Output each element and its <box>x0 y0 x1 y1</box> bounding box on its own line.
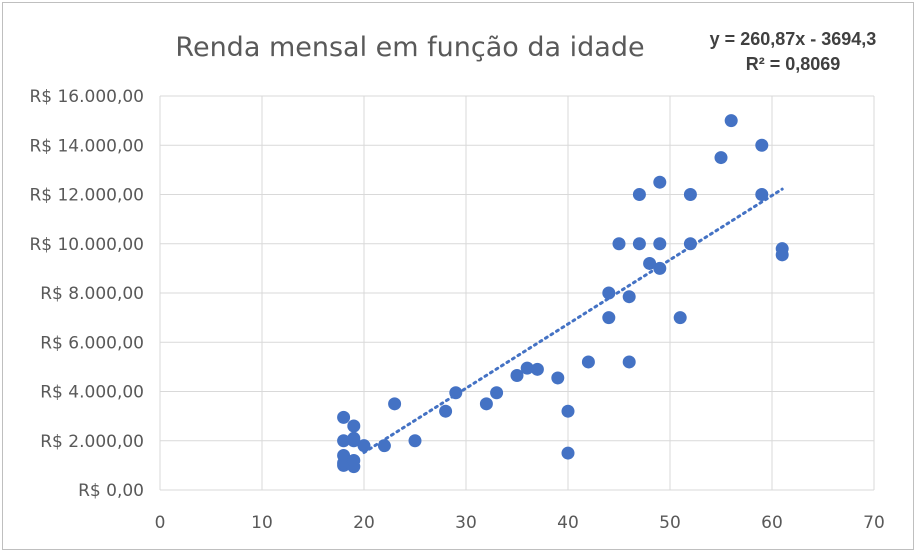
chart-frame <box>2 2 914 550</box>
x-tick-label: 70 <box>863 513 885 533</box>
x-tick-label: 10 <box>251 513 273 533</box>
data-point <box>683 237 697 251</box>
x-tick-label: 30 <box>455 513 477 533</box>
data-point <box>449 386 463 400</box>
y-tick-label: R$ 16.000,00 <box>29 87 144 107</box>
data-point <box>653 237 667 251</box>
x-tick-label: 0 <box>155 513 166 533</box>
data-point <box>520 361 534 375</box>
data-point <box>551 371 565 385</box>
x-tick-label: 60 <box>761 513 783 533</box>
y-tick-label: R$ 8.000,00 <box>40 284 144 304</box>
y-axis-tick-labels: R$ 0,00 R$ 2.000,00 R$ 4.000,00 R$ 6.000,00… <box>29 87 144 501</box>
data-point <box>622 290 636 304</box>
data-point <box>510 368 524 382</box>
data-point <box>337 449 351 463</box>
data-point <box>357 439 371 453</box>
data-point <box>337 410 351 424</box>
data-points <box>337 114 789 474</box>
data-point <box>775 248 789 262</box>
data-point <box>653 175 667 189</box>
gridlines <box>159 95 875 491</box>
x-tick-label: 20 <box>353 513 375 533</box>
data-point <box>388 397 402 411</box>
data-point <box>337 434 351 448</box>
y-tick-label: R$ 10.000,00 <box>29 235 144 255</box>
x-axis-tick-labels: 0 10 20 30 40 50 60 70 <box>155 513 885 533</box>
x-tick-label: 50 <box>659 513 681 533</box>
data-point <box>377 439 391 453</box>
data-point <box>602 286 616 300</box>
data-point <box>612 237 626 251</box>
data-point <box>347 431 361 445</box>
y-tick-label: R$ 4.000,00 <box>40 383 144 403</box>
data-point <box>755 188 769 201</box>
data-point <box>347 419 361 433</box>
y-tick-label: R$ 2.000,00 <box>40 432 144 452</box>
chart-title: Renda mensal em função da idade <box>175 32 644 63</box>
data-point <box>581 355 595 369</box>
data-point <box>408 434 422 448</box>
data-point <box>490 386 504 400</box>
data-point <box>643 256 657 270</box>
data-point <box>622 355 636 369</box>
data-point <box>683 188 697 201</box>
y-tick-label: R$ 6.000,00 <box>40 333 144 353</box>
trendline <box>362 187 784 454</box>
data-point <box>632 188 646 201</box>
data-point <box>714 151 728 165</box>
data-point <box>561 446 575 460</box>
x-tick-label: 40 <box>557 513 579 533</box>
data-point <box>439 404 453 418</box>
data-point <box>479 397 493 411</box>
data-point <box>561 404 575 418</box>
y-tick-label: R$ 0,00 <box>78 481 144 501</box>
y-tick-label: R$ 14.000,00 <box>29 136 144 156</box>
data-point <box>673 311 687 325</box>
data-point <box>347 453 361 467</box>
data-point <box>755 138 769 152</box>
data-point <box>632 237 646 251</box>
trendline-equation: y = 260,87x - 3694,3 <box>710 29 877 49</box>
data-point <box>724 114 738 128</box>
y-tick-label: R$ 12.000,00 <box>29 186 144 206</box>
trendline-r-squared: R² = 0,8069 <box>746 54 841 74</box>
data-point <box>653 261 667 275</box>
data-point <box>602 311 616 325</box>
data-point <box>530 362 544 376</box>
